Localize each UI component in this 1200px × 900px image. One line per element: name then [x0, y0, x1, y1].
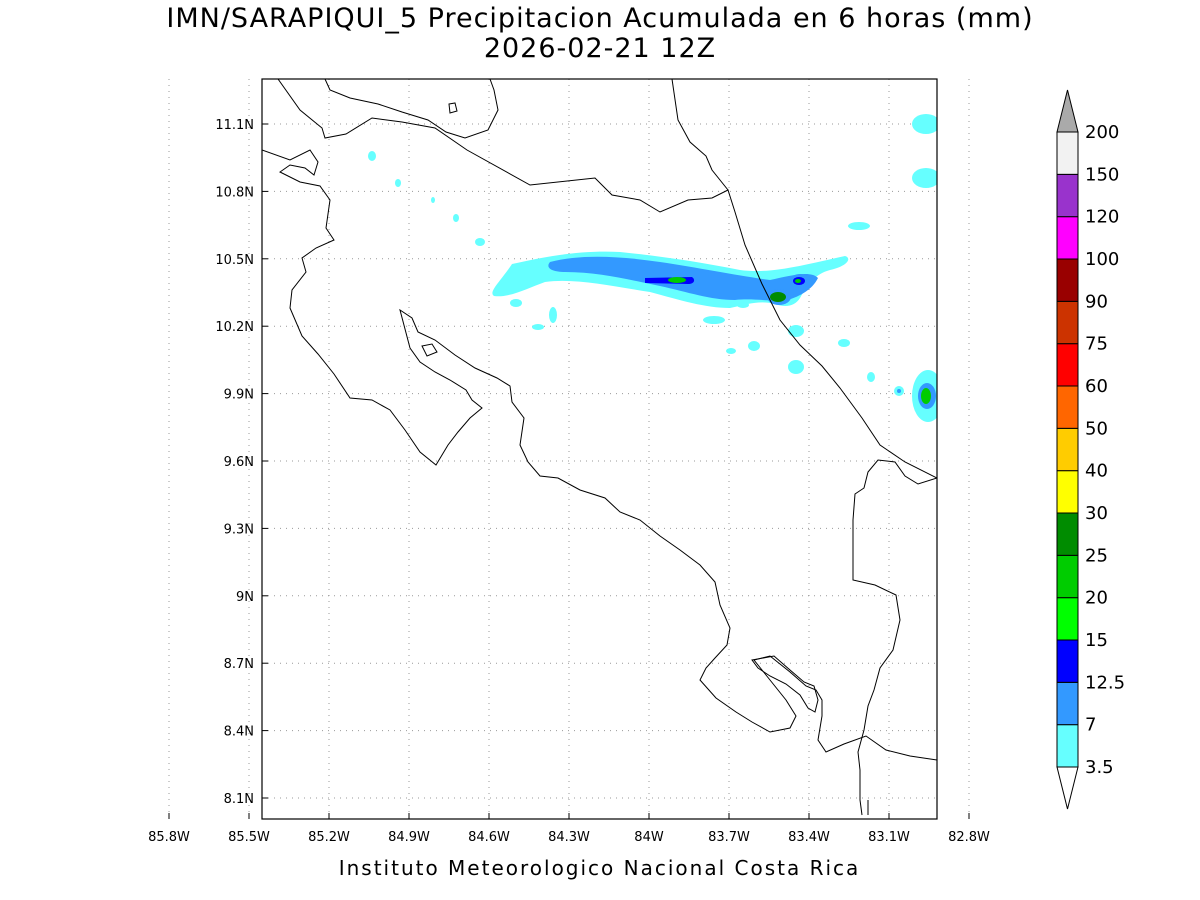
map-date: 2026-02-21 12Z: [483, 33, 717, 64]
colorbar-label: 120: [1085, 207, 1119, 228]
colorbar-arrow-high: [1056, 89, 1079, 133]
precip-cell: [921, 388, 931, 404]
colorbar-label: 40: [1085, 461, 1108, 482]
colorbar-swatch: [1056, 512, 1079, 556]
lat-tick-label: 9.3N: [224, 522, 254, 537]
precip-spot: [748, 341, 760, 351]
colorbar-label: 3.5: [1085, 757, 1114, 778]
colorbar-swatch: [1056, 385, 1079, 429]
colorbar-label: 50: [1085, 418, 1108, 439]
island: [448, 102, 458, 114]
pacific-coast-north: [262, 149, 937, 761]
precip-spot: [549, 307, 557, 323]
precip-core-green: [668, 277, 686, 283]
lon-tick-label: 84.3W: [548, 830, 590, 845]
precip-cell: [770, 292, 786, 302]
colorbar-label: 30: [1085, 503, 1108, 524]
northern-border: [277, 79, 937, 479]
lon-tick-label: 84.6W: [468, 830, 510, 845]
colorbar-label: 20: [1085, 588, 1108, 609]
osa-peninsula: [751, 655, 819, 713]
lat-tick-label: 10.2N: [215, 320, 254, 335]
colorbar-label: 60: [1085, 376, 1108, 397]
precip-spot: [368, 151, 376, 161]
panama-border: [852, 459, 937, 816]
lat-tick-label: 9.6N: [224, 455, 254, 470]
colorbar: 3.5 7 12.5 15 20 25 30 40 50 60 75 90 100 120 150 200: [1056, 89, 1125, 810]
lon-tick-label: 82.8W: [948, 830, 990, 845]
lagoon: [421, 343, 438, 357]
precip-spot: [912, 168, 937, 188]
precip-spot: [532, 324, 544, 330]
lat-tick-label: 8.4N: [224, 725, 254, 740]
map-grid: [168, 79, 970, 819]
colorbar-swatch: [1056, 343, 1079, 387]
colorbar-swatch: [1056, 597, 1079, 641]
plot-frame: [261, 78, 938, 820]
precip-spot: [395, 179, 401, 187]
precip-spot: [703, 316, 725, 324]
colorbar-swatch: [1056, 173, 1079, 218]
caribbean-coast: [671, 79, 729, 191]
precip-spot: [453, 214, 459, 222]
precip-spot: [788, 325, 804, 337]
colorbar-swatch: [1056, 258, 1079, 302]
lat-tick-label: 9.9N: [224, 388, 254, 403]
colorbar-swatch: [1056, 554, 1079, 599]
colorbar-label: 90: [1085, 291, 1108, 312]
precip-cell: [795, 279, 801, 283]
coastlines: [262, 79, 937, 816]
lat-tick-label: 11.1N: [215, 118, 254, 133]
lon-tick-label: 83.4W: [788, 830, 830, 845]
colorbar-label: 200: [1085, 122, 1119, 143]
precip-cell: [897, 389, 901, 393]
lat-tick-label: 10.8N: [215, 185, 254, 200]
lat-tick-label: 9N: [236, 590, 254, 605]
lat-tick-label: 8.1N: [224, 792, 254, 807]
colorbar-swatch: [1056, 131, 1079, 175]
colorbar-swatch: [1056, 470, 1079, 514]
precip-spot: [431, 197, 435, 203]
precip-spot: [726, 348, 736, 354]
precip-spot: [912, 114, 937, 134]
precip-spot: [848, 222, 870, 230]
precip-spot: [475, 238, 485, 246]
precip-spot: [788, 360, 804, 374]
lat-tick-label: 10.5N: [215, 253, 254, 268]
precip-spot: [867, 372, 875, 382]
colorbar-swatch: [1056, 724, 1079, 768]
colorbar-swatch: [1056, 216, 1079, 260]
lon-tick-label: 85.5W: [228, 830, 270, 845]
colorbar-label: 7: [1085, 715, 1096, 736]
footer-credit: Instituto Meteorologico Nacional Costa R…: [338, 856, 861, 880]
colorbar-label: 12.5: [1085, 672, 1125, 693]
lat-tick-label: 8.7N: [224, 657, 254, 672]
lon-tick-label: 83.7W: [708, 830, 750, 845]
precip-spot: [737, 302, 749, 308]
lake-shore: [324, 79, 499, 139]
lon-tick-label: 85.8W: [148, 830, 190, 845]
colorbar-label: 100: [1085, 249, 1119, 270]
lon-tick-label: 85.2W: [308, 830, 350, 845]
precip-field: [368, 114, 937, 422]
colorbar-swatch: [1056, 300, 1079, 345]
lon-tick-label: 84.9W: [388, 830, 430, 845]
map-title: IMN/SARAPIQUI_5 Precipitacion Acumulada …: [166, 3, 1034, 34]
colorbar-arrow-low: [1056, 766, 1079, 810]
colorbar-label: 15: [1085, 630, 1108, 651]
colorbar-swatch: [1056, 427, 1079, 472]
precip-spot: [510, 299, 522, 307]
lon-tick-label: 83.1W: [868, 830, 910, 845]
axis-ticks: 11.1N 10.8N 10.5N 10.2N 9.9N 9.6N 9.3N 9N 8.7N 8.…: [148, 118, 990, 845]
colorbar-label: 75: [1085, 334, 1108, 355]
lon-tick-label: 84W: [634, 830, 664, 845]
colorbar-label: 25: [1085, 545, 1108, 566]
colorbar-swatch: [1056, 681, 1079, 726]
colorbar-swatch: [1056, 639, 1079, 683]
precip-spot: [838, 339, 850, 347]
colorbar-label: 150: [1085, 164, 1119, 185]
